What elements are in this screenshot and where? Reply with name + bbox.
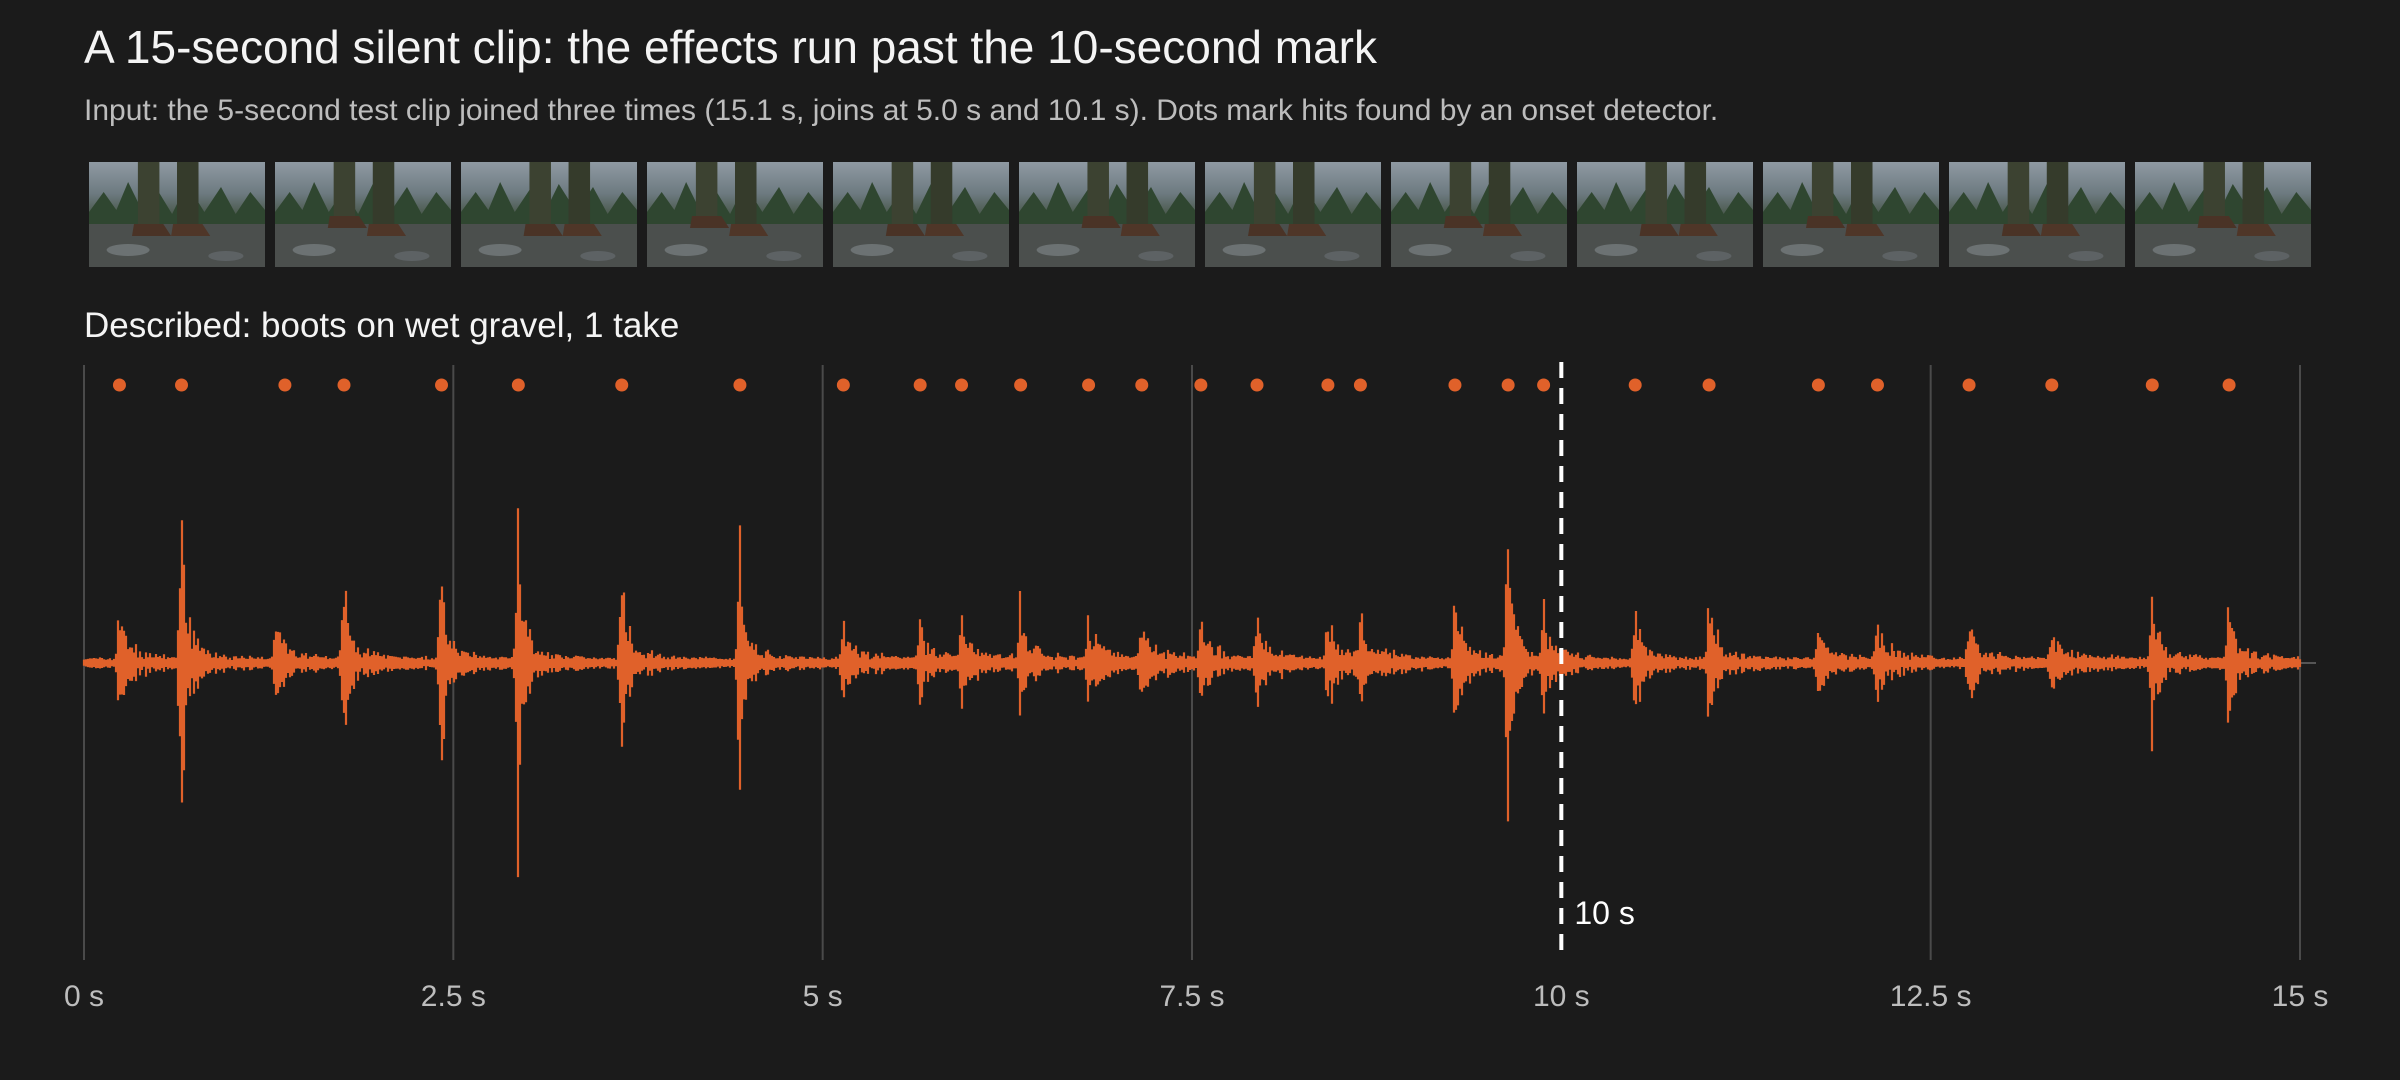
filmstrip-frame bbox=[1205, 162, 1381, 267]
boots-icon bbox=[1205, 162, 1381, 267]
onset-dot bbox=[1702, 378, 1716, 392]
onset-dot bbox=[1321, 378, 1335, 392]
onset-dot bbox=[1962, 378, 1976, 392]
boots-icon bbox=[461, 162, 637, 267]
onset-dot bbox=[2222, 378, 2236, 392]
boots-icon bbox=[275, 162, 451, 267]
boots-icon bbox=[833, 162, 1009, 267]
onset-dot bbox=[511, 378, 525, 392]
onset-dot bbox=[955, 378, 969, 392]
filmstrip-frame bbox=[275, 162, 451, 267]
waveform-chart: 10 s 0 s 2.5 s 5 s 7.5 s 10 s 12.5 s 15 s bbox=[64, 362, 2328, 1013]
filmstrip-frame bbox=[1019, 162, 1195, 267]
filmstrip-frame bbox=[647, 162, 823, 267]
x-tick-label: 5 s bbox=[803, 980, 843, 1013]
onset-dot bbox=[1811, 378, 1825, 392]
onset-dot bbox=[1501, 378, 1515, 392]
boots-icon bbox=[1019, 162, 1195, 267]
boots-icon bbox=[89, 162, 265, 267]
filmstrip bbox=[89, 162, 2311, 267]
onset-dot bbox=[278, 378, 292, 392]
filmstrip-frame bbox=[833, 162, 1009, 267]
page-title: A 15-second silent clip: the effects run… bbox=[84, 21, 1377, 73]
boots-icon bbox=[1949, 162, 2125, 267]
onset-dot bbox=[337, 378, 351, 392]
x-axis-ticks: 0 s 2.5 s 5 s 7.5 s 10 s 12.5 s 15 s bbox=[64, 980, 2328, 1013]
filmstrip-frame bbox=[1391, 162, 1567, 267]
onset-dot bbox=[1537, 378, 1551, 392]
boots-icon bbox=[1763, 162, 1939, 267]
onset-dot bbox=[1250, 378, 1264, 392]
x-tick-label: 7.5 s bbox=[1159, 980, 1224, 1013]
onset-dot bbox=[1628, 378, 1642, 392]
x-tick-label: 2.5 s bbox=[421, 980, 486, 1013]
onset-dot bbox=[2045, 378, 2059, 392]
described-label: Described: boots on wet gravel, 1 take bbox=[84, 306, 680, 345]
ten-second-marker: 10 s bbox=[1559, 362, 1635, 960]
onset-dot bbox=[913, 378, 927, 392]
onset-dot bbox=[836, 378, 850, 392]
page-subtitle: Input: the 5-second test clip joined thr… bbox=[84, 94, 1719, 127]
filmstrip-frame bbox=[2135, 162, 2311, 267]
filmstrip-frame bbox=[1763, 162, 1939, 267]
onset-dot bbox=[175, 378, 189, 392]
filmstrip-frame bbox=[461, 162, 637, 267]
filmstrip-frame bbox=[89, 162, 265, 267]
x-tick-label: 12.5 s bbox=[1890, 980, 1972, 1013]
onset-dots bbox=[112, 378, 2236, 392]
filmstrip-frame bbox=[1949, 162, 2125, 267]
x-tick-label: 10 s bbox=[1533, 980, 1590, 1013]
onset-dot bbox=[2145, 378, 2159, 392]
onset-dot bbox=[1194, 378, 1208, 392]
onset-dot bbox=[733, 378, 747, 392]
onset-dot bbox=[1014, 378, 1028, 392]
onset-dot bbox=[1135, 378, 1149, 392]
boots-icon bbox=[1577, 162, 1753, 267]
onset-dot bbox=[1870, 378, 1884, 392]
onset-dot bbox=[615, 378, 629, 392]
onset-dot bbox=[112, 378, 126, 392]
onset-dot bbox=[1448, 378, 1462, 392]
onset-dot bbox=[435, 378, 449, 392]
x-tick-label: 15 s bbox=[2272, 980, 2329, 1013]
marker-label: 10 s bbox=[1574, 895, 1634, 931]
boots-icon bbox=[2135, 162, 2311, 267]
filmstrip-frame bbox=[1577, 162, 1753, 267]
boots-icon bbox=[647, 162, 823, 267]
boots-icon bbox=[1391, 162, 1567, 267]
x-tick-label: 0 s bbox=[64, 980, 104, 1013]
onset-dot bbox=[1353, 378, 1367, 392]
onset-dot bbox=[1082, 378, 1096, 392]
